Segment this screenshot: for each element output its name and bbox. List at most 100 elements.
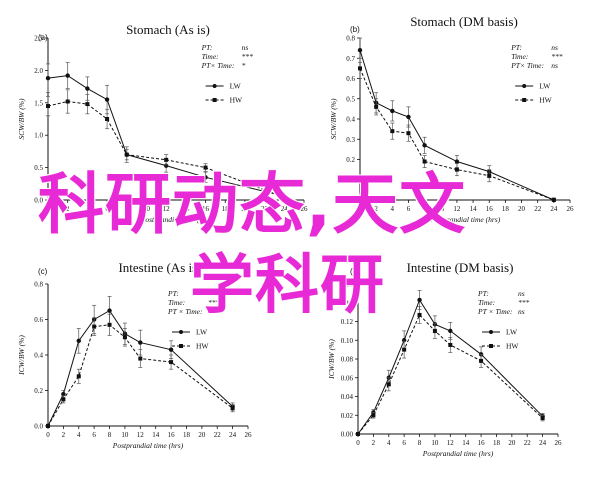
stat-label: PT: xyxy=(167,289,179,298)
data-point-hw xyxy=(105,117,110,121)
legend-marker xyxy=(179,344,183,348)
legend-label: HW xyxy=(196,342,209,351)
data-point-hw xyxy=(386,382,391,387)
legend-marker xyxy=(179,330,183,334)
y-tick-label: 0.2 xyxy=(346,156,355,164)
data-point-lw xyxy=(454,159,460,164)
panel-letter: (c) xyxy=(38,267,48,276)
data-point-hw xyxy=(282,195,287,200)
data-point-lw xyxy=(390,108,395,114)
panel-letter: (a) xyxy=(38,33,48,42)
data-point-lw xyxy=(45,75,51,81)
x-tick-label: 24 xyxy=(550,205,558,213)
y-tick-label: 0.0 xyxy=(34,197,43,205)
legend-marker xyxy=(522,98,527,102)
stat-value: ns xyxy=(518,307,525,316)
data-point-hw xyxy=(417,312,422,317)
x-axis-label: Postprandial time (hrs) xyxy=(140,215,212,224)
stat-label: PT× Time: xyxy=(510,61,544,70)
legend-label: LW xyxy=(230,82,242,91)
x-tick-label: 24 xyxy=(539,439,547,447)
x-tick-label: 12 xyxy=(163,205,171,213)
data-point-lw xyxy=(65,73,70,78)
x-tick-label: 4 xyxy=(86,205,90,213)
x-tick-label: 10 xyxy=(431,439,439,447)
x-tick-label: 12 xyxy=(447,439,455,447)
data-point-hw xyxy=(46,104,50,109)
stat-label: PT × Time: xyxy=(477,307,513,316)
y-tick-label: 0.06 xyxy=(341,374,354,382)
stat-label: Time: xyxy=(202,52,219,61)
data-point-hw xyxy=(551,198,556,202)
series-line-hw xyxy=(357,314,543,435)
x-tick-label: 6 xyxy=(407,205,411,213)
x-tick-label: 0 xyxy=(358,205,362,213)
x-tick-label: 2 xyxy=(62,431,66,439)
x-tick-label: 8 xyxy=(418,439,422,447)
x-tick-label: 26 xyxy=(301,205,309,213)
x-tick-label: 22 xyxy=(534,205,542,213)
chart-title: Stomach (DM basis) xyxy=(410,14,518,29)
data-point-hw xyxy=(169,360,174,365)
data-point-hw xyxy=(422,159,427,164)
stat-value: ns xyxy=(551,61,558,70)
stat-label: PT: xyxy=(201,43,213,52)
panel-b: (b) Stomach (DM basis) 0.0 0.1 0.2 0.3 0.4 0.5 0… xyxy=(329,14,574,224)
stat-label: Time: xyxy=(511,52,528,61)
y-tick-label: 0.12 xyxy=(341,318,354,326)
stat-value: ns xyxy=(242,43,249,52)
x-tick-label: 14 xyxy=(462,439,470,447)
data-point-hw xyxy=(479,358,484,363)
x-tick-label: 24 xyxy=(281,205,289,213)
y-tick-label: 0.0 xyxy=(34,423,43,431)
y-tick-label: 0.10 xyxy=(341,337,354,345)
data-point-hw xyxy=(406,131,411,136)
y-tick-label: 0.6 xyxy=(34,316,43,324)
data-point-hw xyxy=(76,374,81,379)
x-tick-label: 16 xyxy=(202,205,210,213)
y-tick-label: 2.5 xyxy=(34,35,43,43)
series-line-lw xyxy=(359,50,555,201)
x-tick-label: 4 xyxy=(387,439,391,447)
y-axis-label: SCW/BW (%) xyxy=(17,98,26,140)
stat-value: * xyxy=(242,61,246,70)
legend-marker xyxy=(522,84,527,88)
x-tick-label: 6 xyxy=(105,205,109,213)
data-point-hw xyxy=(65,99,70,104)
stat-value: *** xyxy=(551,52,563,61)
legend-marker xyxy=(489,330,493,334)
series-line-lw xyxy=(47,75,285,197)
data-point-lw xyxy=(406,114,411,120)
legend-marker xyxy=(489,344,493,348)
x-axis-label: Postprandial time (hrs) xyxy=(422,449,494,458)
y-axis-label: SCW/BW (%) xyxy=(329,98,338,140)
panel-c: (c) Intestine (As is)0.00.20.40.60.80 2 4 6 8… xyxy=(17,260,252,450)
stat-value: ns xyxy=(551,43,558,52)
y-tick-label: 0.3 xyxy=(346,136,355,144)
panel-letter: (b) xyxy=(350,25,360,34)
x-tick-label: 0 xyxy=(46,431,50,439)
data-point-hw xyxy=(358,66,362,71)
x-axis-label: Postprandial time (hrs) xyxy=(429,215,501,224)
x-axis-label: Postprandial time (hrs) xyxy=(112,441,184,450)
y-tick-label: 0.00 xyxy=(341,431,354,439)
stat-value: *** xyxy=(208,298,220,307)
overlay-text-line1: 科研动态,天文 xyxy=(38,166,467,243)
stat-label: PT: xyxy=(510,43,522,52)
legend-label: LW xyxy=(539,82,551,91)
y-tick-label: 0.0 xyxy=(346,197,355,205)
chart-title: Stomach (As is) xyxy=(126,22,210,37)
x-tick-label: 24 xyxy=(229,431,237,439)
data-point-hw xyxy=(448,342,453,347)
data-point-hw xyxy=(402,347,407,352)
stat-value: ns xyxy=(518,289,525,298)
x-tick-label: 14 xyxy=(152,431,160,439)
legend-label: HW xyxy=(230,96,243,105)
y-tick-label: 1.0 xyxy=(34,132,43,140)
data-point-lw xyxy=(163,163,169,168)
data-point-hw xyxy=(390,129,395,134)
x-tick-label: 10 xyxy=(143,205,151,213)
x-tick-label: 2 xyxy=(372,439,376,447)
data-point-hw xyxy=(61,397,66,402)
x-tick-label: 20 xyxy=(241,205,249,213)
